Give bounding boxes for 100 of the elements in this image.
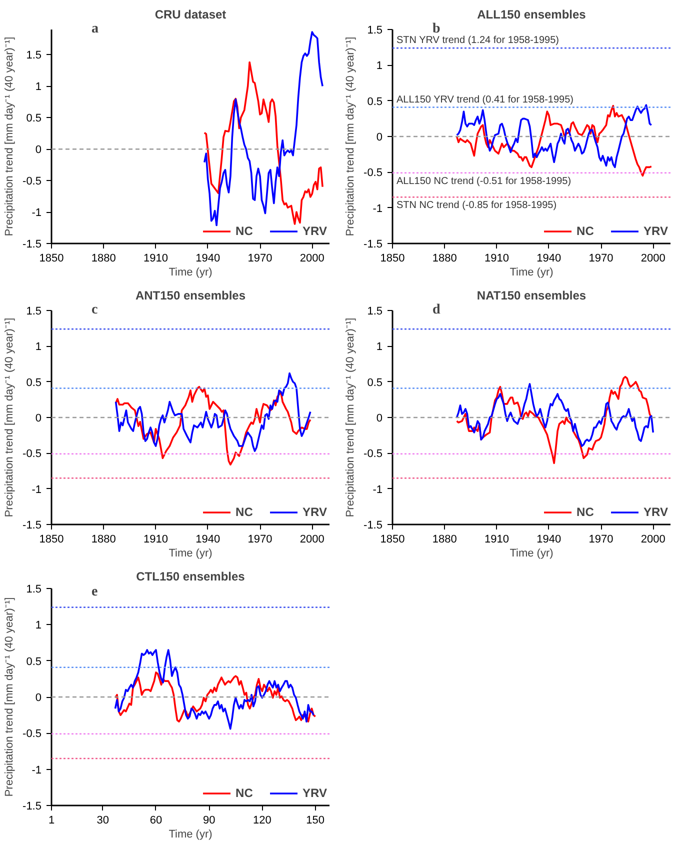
chart-title: ANT150 ensembles — [135, 288, 246, 302]
legend-label: YRV — [644, 505, 668, 519]
x-tick-label: 30 — [96, 814, 109, 826]
x-tick-label: 1880 — [432, 534, 457, 546]
x-tick-label: 1940 — [536, 534, 562, 546]
y-tick-label: 0 — [376, 412, 383, 424]
line-series — [456, 376, 652, 464]
y-tick-label: 1.5 — [26, 50, 42, 62]
chart-title: CRU dataset — [154, 8, 226, 22]
x-tick-label: 1910 — [484, 252, 509, 264]
y-tick-label: -0.5 — [22, 176, 42, 188]
y-tick-label: -1 — [32, 207, 42, 220]
y-tick-label: 1 — [376, 60, 383, 72]
line-series — [114, 649, 314, 730]
y-tick-label: -1.5 — [364, 238, 383, 250]
y-tick-label: 1 — [376, 341, 383, 354]
line-series — [204, 31, 324, 226]
y-tick-label: 0 — [35, 144, 42, 156]
y-tick-label: 1 — [35, 341, 42, 354]
y-axis-title: Precipitation trend [mm day⁻¹ (40 year)⁻¹] — [344, 318, 357, 518]
x-tick-label: 2000 — [300, 534, 324, 546]
annotation: c — [92, 302, 98, 318]
y-tick-label: -0.5 — [364, 448, 383, 460]
y-tick-label: -1.5 — [364, 520, 383, 532]
x-tick-label: 2000 — [300, 252, 324, 264]
annotation: e — [92, 584, 98, 600]
legend-label: NC — [576, 505, 595, 519]
y-tick-label: -0.5 — [364, 167, 383, 180]
x-tick-label: 1910 — [484, 534, 509, 546]
y-tick-label: 0 — [35, 412, 42, 424]
y-tick-label: -1 — [32, 484, 42, 496]
line-series — [456, 383, 654, 447]
legend-label: YRV — [302, 224, 327, 238]
y-tick-label: -1 — [32, 764, 42, 776]
x-tick-label: 1940 — [196, 252, 220, 264]
x-tick-label: 1910 — [144, 252, 168, 264]
x-axis-title: Time (yr) — [510, 548, 554, 560]
y-tick-label: -1.5 — [22, 800, 42, 812]
y-tick-label: 0.5 — [26, 376, 42, 389]
x-axis-title: Time (yr) — [168, 548, 212, 560]
x-tick-label: 1850 — [39, 252, 64, 264]
x-tick-label: 1 — [48, 814, 55, 826]
line-series — [114, 372, 312, 452]
x-axis-title: Time (yr) — [510, 266, 554, 278]
y-axis-title: Precipitation trend [mm day⁻¹ (40 year)⁻¹] — [344, 36, 357, 236]
y-tick-label: 0.5 — [367, 96, 383, 108]
x-tick-label: 1910 — [144, 534, 168, 546]
x-tick-label: 1940 — [536, 252, 562, 264]
y-tick-label: -1 — [372, 202, 382, 215]
x-tick-label: 1970 — [248, 252, 272, 264]
y-tick-label: 1 — [35, 81, 42, 94]
y-tick-label: 1.5 — [26, 584, 42, 596]
x-tick-label: 150 — [306, 814, 325, 826]
x-tick-label: 1940 — [196, 534, 220, 546]
x-tick-label: 1970 — [588, 252, 614, 264]
legend-label: YRV — [644, 224, 668, 238]
y-tick-label: 0 — [35, 692, 42, 704]
x-tick-label: 1850 — [380, 252, 405, 264]
y-tick-label: 0.5 — [26, 656, 42, 668]
y-axis-title: Precipitation trend [mm day⁻¹ (40 year)⁻¹] — [4, 597, 16, 797]
line-series — [114, 386, 312, 466]
y-tick-label: 0.5 — [367, 376, 383, 389]
y-tick-label: 0.5 — [26, 112, 42, 125]
legend-label: NC — [236, 224, 254, 238]
legend-label: YRV — [302, 505, 327, 519]
ref-line-label: STN YRV trend (1.24 for 1958-1995) — [396, 35, 559, 46]
y-tick-label: 1.5 — [367, 306, 383, 318]
x-tick-label: 1850 — [39, 534, 64, 546]
legend-label: NC — [236, 786, 254, 800]
legend-label: NC — [236, 505, 254, 519]
annotation: b — [432, 22, 440, 36]
y-tick-label: -0.5 — [22, 728, 42, 740]
ref-line-label: STN NC trend (-0.85 for 1958-1995) — [396, 200, 557, 212]
y-tick-label: -1 — [372, 484, 382, 496]
ref-line-label: ALL150 NC trend (-0.51 for 1958-1995) — [396, 176, 572, 187]
x-tick-label: 120 — [253, 814, 272, 826]
y-tick-label: -1.5 — [22, 520, 42, 532]
x-tick-label: 1880 — [91, 534, 116, 546]
chart-title: ALL150 ensembles — [477, 8, 586, 22]
y-tick-label: -1.5 — [22, 238, 42, 250]
x-axis-title: Time (yr) — [168, 828, 212, 840]
legend-label: NC — [576, 224, 595, 238]
chart-title: NAT150 ensembles — [476, 288, 586, 302]
y-tick-label: 1.5 — [367, 24, 383, 36]
y-axis-title: Precipitation trend [mm day⁻¹ (40 year)⁻¹] — [4, 318, 16, 518]
x-tick-label: 1850 — [380, 534, 405, 546]
x-tick-label: 2000 — [640, 252, 666, 264]
y-tick-label: 1.5 — [26, 306, 42, 318]
x-axis-title: Time (yr) — [168, 266, 212, 278]
annotation: a — [92, 22, 98, 36]
x-tick-label: 1880 — [91, 252, 116, 264]
legend-label: YRV — [302, 786, 327, 800]
y-tick-label: 0 — [376, 132, 383, 144]
chart-title: CTL150 ensembles — [136, 570, 246, 584]
x-tick-label: 1880 — [432, 252, 457, 264]
line-series — [204, 61, 324, 225]
y-axis-title: Precipitation trend [mm day⁻¹ (40 year)⁻¹] — [4, 36, 16, 236]
y-tick-label: 1 — [35, 620, 42, 632]
x-tick-label: 90 — [202, 814, 216, 826]
x-tick-label: 1970 — [248, 534, 272, 546]
